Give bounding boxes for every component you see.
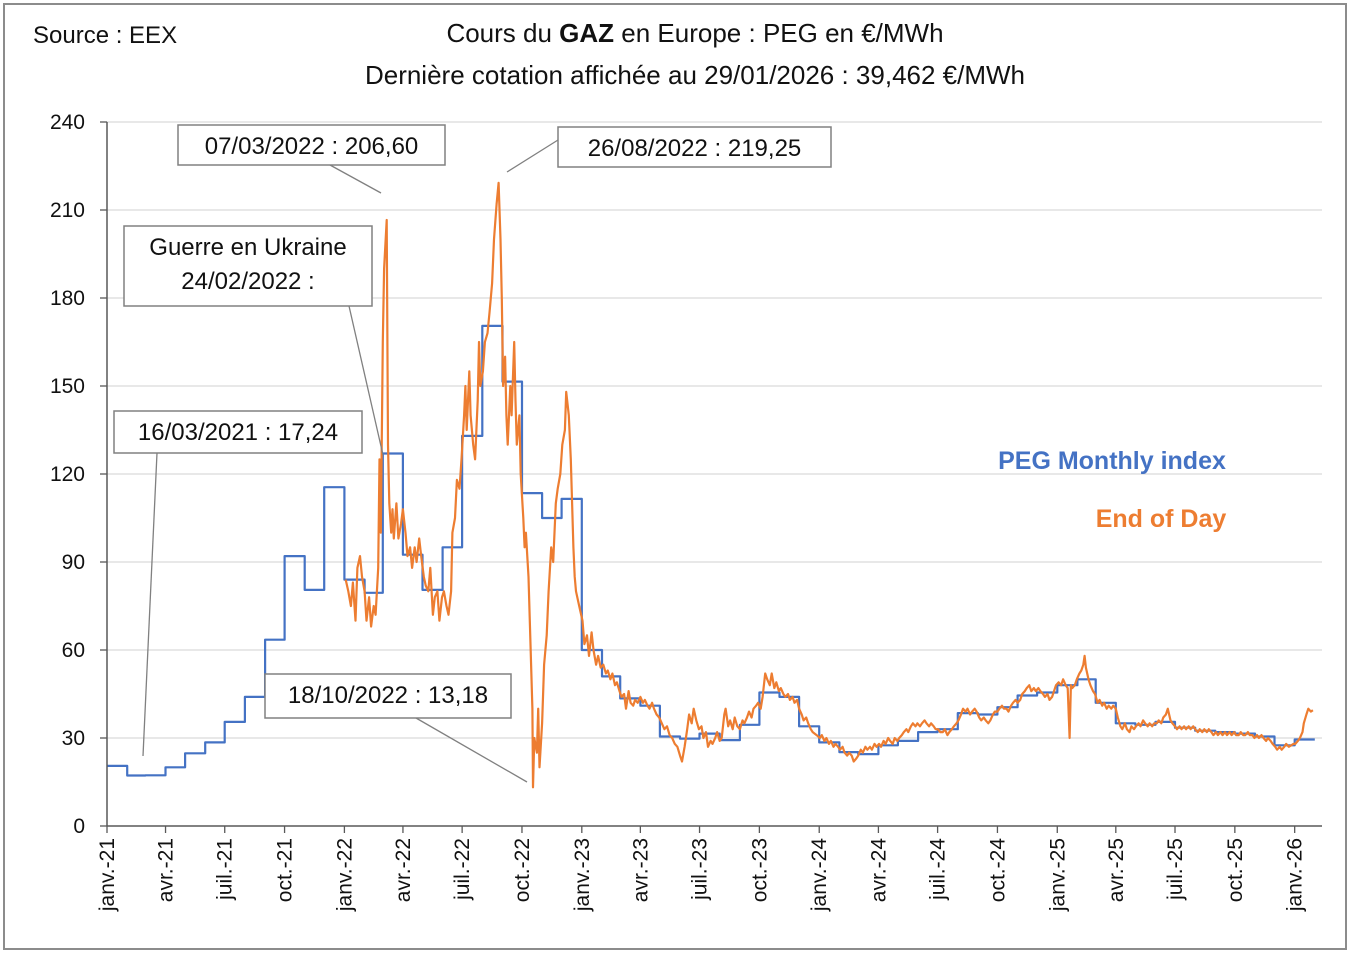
- annotation-leader-line: [506, 139, 559, 173]
- annotation-callout: 16/03/2021 : 17,24: [113, 410, 363, 757]
- source-label: Source : EEX: [33, 22, 178, 49]
- axes: [106, 122, 1322, 827]
- y-tick-label: 120: [50, 463, 85, 486]
- x-tick-label: oct.-25: [1224, 838, 1247, 902]
- annotation-leader-line: [415, 717, 528, 783]
- legend-monthly-index: PEG Monthly index: [998, 447, 1226, 475]
- y-tick-label: 240: [50, 111, 85, 134]
- title-bold: GAZ: [559, 18, 615, 48]
- y-tick-label: 210: [50, 199, 85, 222]
- annotation-box: [123, 225, 373, 307]
- annotation-callout: 18/10/2022 : 13,18: [264, 673, 528, 783]
- x-tick-label: juil.-25: [1164, 838, 1187, 901]
- x-tick-label: avr.-24: [867, 838, 890, 903]
- x-tick-label: oct.-21: [274, 838, 297, 902]
- x-tick-label: juil.-22: [451, 838, 474, 901]
- y-tick-label: 180: [50, 287, 85, 310]
- annotation-leader-line: [142, 452, 158, 757]
- x-tick-label: janv.-25: [1046, 838, 1069, 912]
- x-tick-label: avr.-23: [629, 838, 652, 902]
- x-tick-label: juil.-24: [927, 838, 950, 901]
- title-line: Cours du GAZ en Europe : PEG en €/MWh: [200, 12, 1190, 54]
- x-tick-label: avr.-25: [1105, 838, 1128, 902]
- y-axis-ticks: 0 30 60 90 120 150 180 210 240: [50, 111, 107, 838]
- annotation-label: 18/10/2022 : 13,18: [288, 682, 488, 709]
- series-group: [107, 181, 1315, 789]
- annotation-label: 26/08/2022 : 219,25: [588, 135, 802, 162]
- x-tick-label: juil.-23: [689, 838, 712, 901]
- x-tick-label: janv.-23: [571, 838, 594, 912]
- x-tick-label: janv.-21: [96, 838, 119, 912]
- annotation-box: [264, 673, 512, 719]
- y-tick-label: 90: [62, 551, 85, 574]
- x-tick-label: janv.-22: [333, 838, 356, 912]
- annotation-label: Guerre en Ukraine: [149, 234, 346, 261]
- annotation-callout: Guerre en Ukraine 24/02/2022 :: [123, 225, 384, 456]
- x-tick-label: janv.-26: [1284, 838, 1307, 912]
- annotation-box: [113, 410, 363, 454]
- annotation-label: 16/03/2021 : 17,24: [138, 419, 338, 446]
- annotation-callout: 07/03/2022 : 206,60: [177, 124, 446, 194]
- y-tick-label: 30: [62, 727, 85, 750]
- title-prefix: Cours du: [446, 18, 560, 48]
- series-monthly-index-line: [107, 324, 1315, 777]
- x-tick-label: oct.-24: [986, 838, 1009, 903]
- annotation-leader-line: [348, 305, 384, 456]
- chart-title: Cours du GAZ en Europe : PEG en €/MWh De…: [200, 12, 1190, 96]
- annotation-label: 07/03/2022 : 206,60: [205, 133, 419, 160]
- x-tick-label: oct.-22: [511, 838, 534, 902]
- title-suffix: en Europe : PEG en €/MWh: [614, 18, 944, 48]
- y-tick-label: 0: [73, 815, 85, 838]
- legend: PEG Monthly index End of Day: [998, 447, 1226, 533]
- x-tick-label: juil.-21: [214, 838, 237, 901]
- legend-end-of-day: End of Day: [1096, 505, 1227, 533]
- x-tick-label: avr.-21: [155, 838, 178, 902]
- annotations: 07/03/2022 : 206,60 26/08/2022 : 219,25 Gu…: [113, 124, 832, 783]
- annotation-box: [557, 126, 832, 168]
- x-axis-ticks: janv.-21 avr.-21 juil.-21 oct.-21 janv.-22 av…: [96, 826, 1307, 912]
- annotation-box: [177, 124, 446, 166]
- x-tick-label: oct.-23: [748, 838, 771, 902]
- x-tick-label: avr.-22: [392, 838, 415, 902]
- annotation-callout: 26/08/2022 : 219,25: [506, 126, 832, 173]
- annotation-leader-line: [329, 164, 382, 194]
- y-tick-label: 60: [62, 639, 85, 662]
- series-end-of-day-line: [344, 181, 1314, 789]
- chart-subtitle: Dernière cotation affichée au 29/01/2026…: [364, 60, 1026, 90]
- y-tick-label: 150: [50, 375, 85, 398]
- annotation-label: 24/02/2022 :: [181, 268, 314, 295]
- x-tick-label: janv.-24: [808, 838, 831, 912]
